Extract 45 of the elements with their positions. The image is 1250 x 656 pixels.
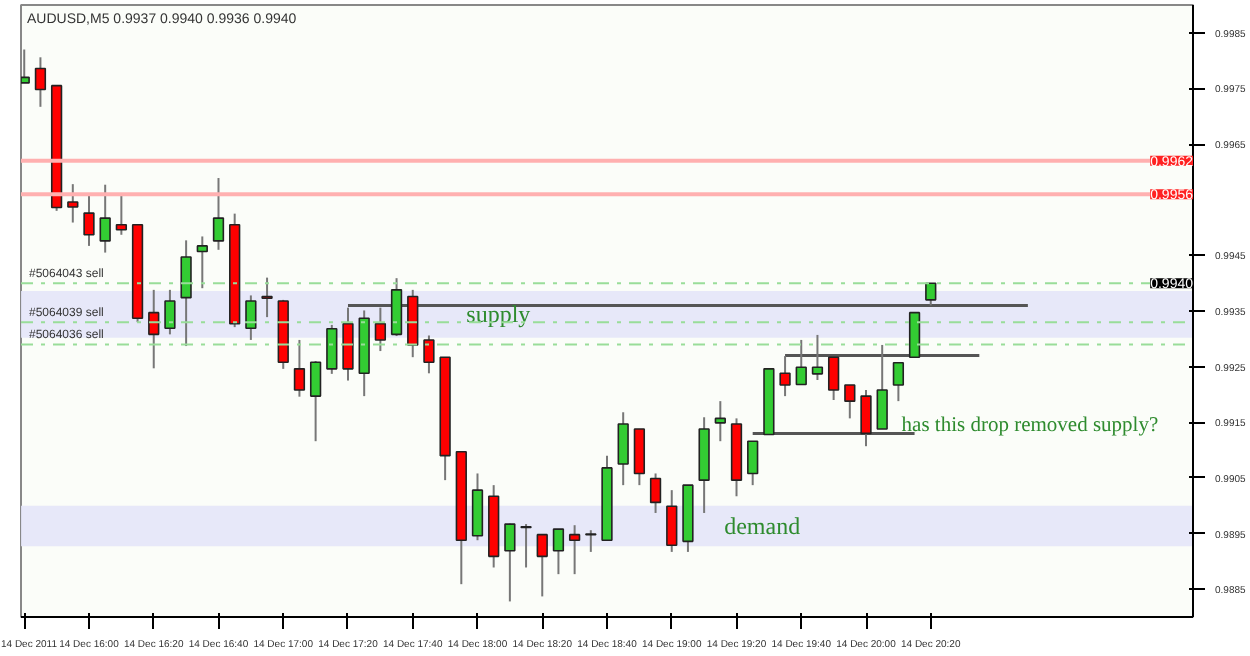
- candlestick: [585, 529, 597, 553]
- candlestick: [844, 384, 856, 420]
- candlestick: [164, 288, 176, 336]
- candlestick: [309, 360, 322, 443]
- candlestick: [342, 306, 354, 382]
- candlestick: [925, 282, 937, 307]
- candlestick: [666, 489, 678, 553]
- candlestick: [747, 440, 759, 487]
- candlestick: [908, 311, 921, 358]
- candlestick: [196, 235, 208, 290]
- candlestick: [649, 472, 662, 514]
- annotation: has this drop removed supply?: [901, 415, 1159, 438]
- candlestick: [568, 524, 581, 576]
- candlestick: [115, 194, 128, 236]
- candlestick: [892, 361, 905, 403]
- candlestick: [471, 472, 484, 542]
- candlestick: [536, 533, 548, 598]
- candlestick: [714, 400, 726, 443]
- candlestick: [34, 56, 47, 108]
- candlestick: [212, 177, 225, 251]
- band-label: supply: [466, 300, 531, 329]
- candlestick: [245, 294, 257, 341]
- candlestick: [504, 522, 516, 603]
- candlestick: [21, 48, 30, 84]
- candlestick: [617, 411, 629, 487]
- candlestick: [423, 334, 435, 375]
- candlestick: [827, 356, 840, 402]
- candlestick: [390, 277, 403, 338]
- candlestick: [795, 338, 807, 386]
- candlestick: [180, 239, 192, 348]
- candlestick: [293, 338, 306, 398]
- candlestick: [374, 306, 387, 353]
- band-label: demand: [724, 512, 801, 541]
- candlestick: [261, 276, 273, 319]
- candlestick: [860, 389, 872, 448]
- candlestick: [811, 333, 824, 381]
- candlestick: [779, 355, 791, 398]
- candlestick: [633, 427, 646, 487]
- candlestick: [326, 323, 338, 375]
- candlestick: [520, 523, 532, 569]
- candlestick: [67, 183, 79, 224]
- candlestick: [552, 528, 565, 576]
- candlestick: [876, 343, 888, 430]
- candlestick: [83, 194, 95, 247]
- candlestick: [99, 183, 111, 254]
